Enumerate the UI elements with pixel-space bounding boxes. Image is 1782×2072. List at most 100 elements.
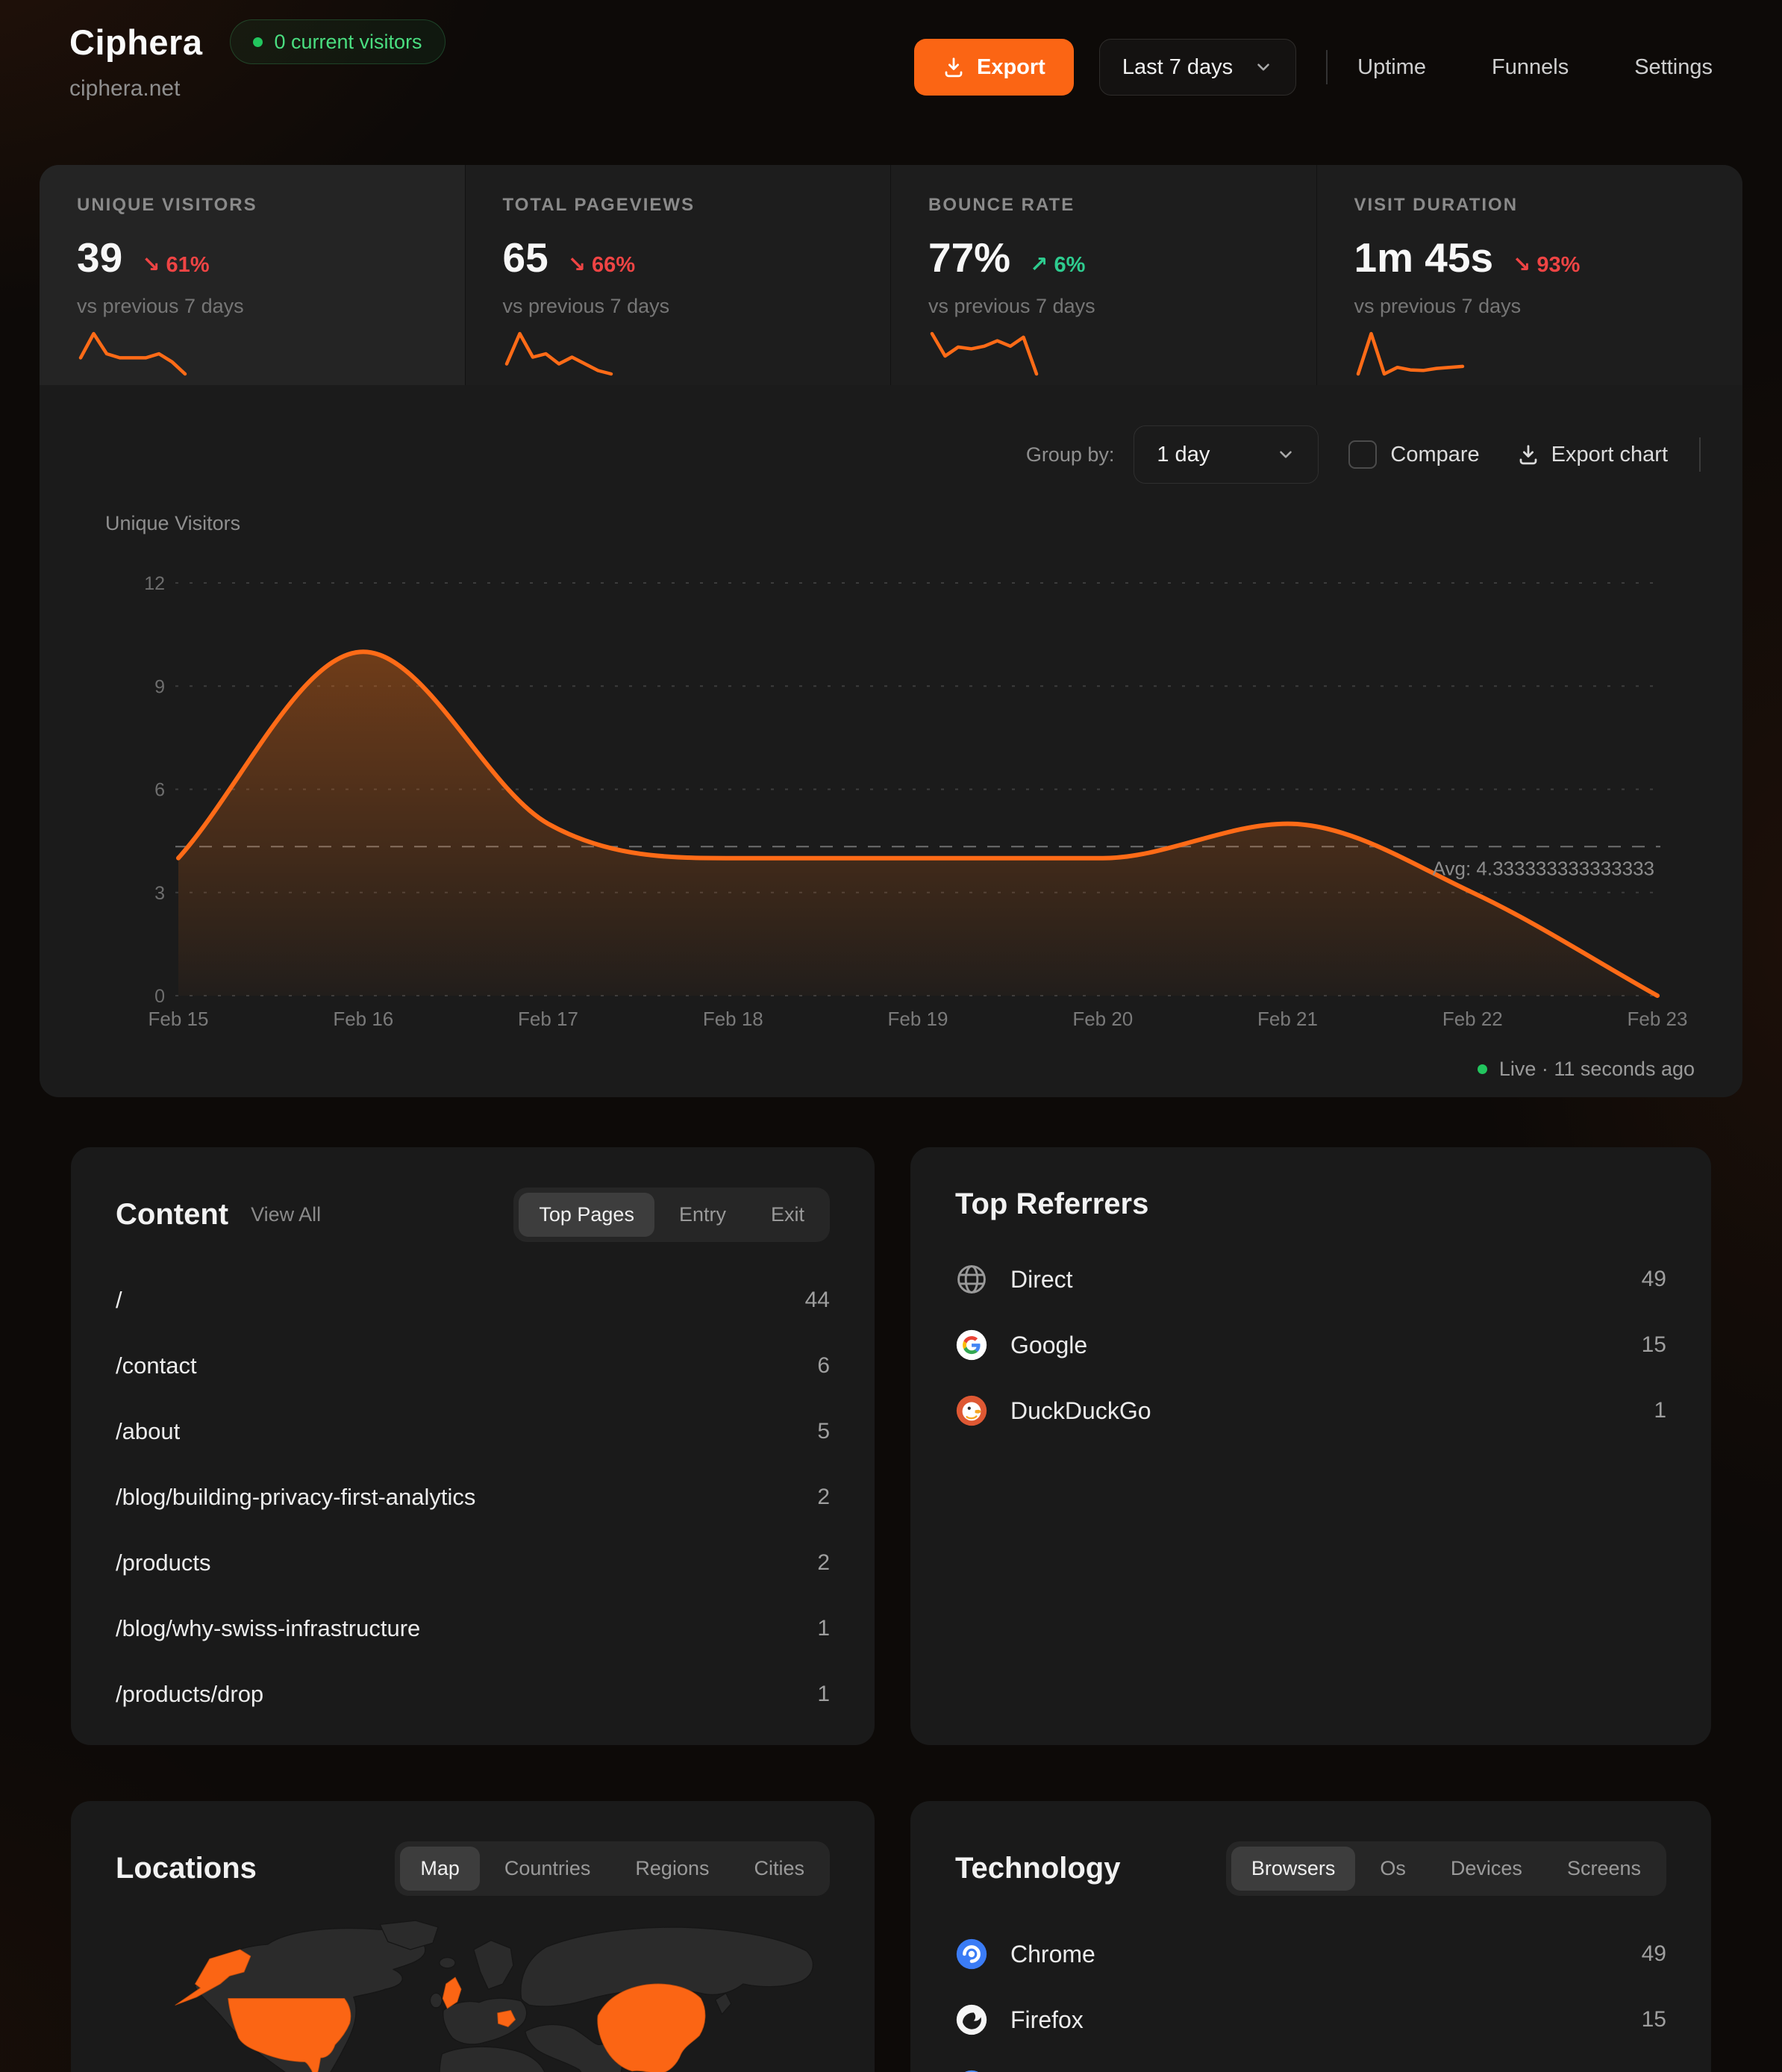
- stat-value: 77%: [928, 234, 1011, 281]
- export-chart-button[interactable]: Export chart: [1513, 442, 1672, 468]
- map-country-united-states-alaska[interactable]: [175, 1949, 251, 2006]
- stat-delta: ↘ 66%: [567, 253, 636, 277]
- nav-uptime[interactable]: Uptime: [1357, 54, 1427, 79]
- stat-value: 1m 45s: [1354, 234, 1494, 281]
- current-visitors-label: 0 current visitors: [274, 30, 422, 53]
- stat-delta: ↘ 93%: [1513, 253, 1581, 277]
- tab-os[interactable]: Os: [1360, 1847, 1426, 1891]
- date-range-select[interactable]: Last 7 days: [1098, 39, 1297, 96]
- chart-series-title: Unique Visitors: [105, 512, 241, 534]
- group-by-label: Group by:: [1025, 443, 1115, 466]
- content-row[interactable]: /about 5: [116, 1399, 830, 1464]
- referrer-row[interactable]: Direct 49: [955, 1246, 1666, 1312]
- view-all-link[interactable]: View All: [251, 1203, 322, 1226]
- map-japan: [714, 1992, 732, 2015]
- referrer-count: 1: [1654, 1398, 1666, 1423]
- tab-browsers[interactable]: Browsers: [1231, 1847, 1356, 1891]
- stat-delta: ↗ 6%: [1030, 253, 1086, 277]
- map-country-romania[interactable]: [497, 2009, 516, 2027]
- content-row[interactable]: /blog/building-privacy-first-analytics 2: [116, 1464, 830, 1530]
- sparkline: [1356, 331, 1464, 376]
- globe-icon: [955, 1263, 988, 1296]
- page-count: 2: [817, 1550, 830, 1575]
- stat-compare-label: vs previous 7 days: [77, 295, 244, 317]
- stat-card-bounce-rate[interactable]: BOUNCE RATE 77% ↗ 6% vs previous 7 days: [891, 165, 1317, 408]
- y-tick-label: 6: [154, 780, 165, 801]
- browser-count: 15: [1641, 2007, 1666, 2032]
- locations-panel: Locations Map Countries Regions Cities: [71, 1801, 875, 2072]
- chart-line: [176, 649, 1660, 998]
- content-row[interactable]: /products/drop 1: [116, 1661, 830, 1727]
- current-visitors-badge[interactable]: 0 current visitors: [229, 19, 446, 64]
- nav-funnels[interactable]: Funnels: [1492, 54, 1569, 79]
- tab-regions[interactable]: Regions: [615, 1847, 729, 1891]
- page-count: 2: [817, 1485, 830, 1509]
- stat-card-unique-visitors[interactable]: UNIQUE VISITORS 39 ↘ 61% vs previous 7 d…: [40, 165, 466, 408]
- chrome-icon: [955, 1938, 988, 1970]
- tab-entry[interactable]: Entry: [659, 1193, 746, 1237]
- compare-checkbox[interactable]: [1348, 440, 1378, 469]
- live-status: Live · 11 seconds ago: [1477, 1058, 1695, 1081]
- world-map[interactable]: [116, 1915, 830, 2072]
- nav-settings[interactable]: Settings: [1634, 54, 1713, 79]
- group-by-select[interactable]: 1 day: [1134, 425, 1319, 484]
- x-tick-label: Feb 18: [703, 1008, 763, 1030]
- export-button[interactable]: Export: [914, 39, 1074, 96]
- unique-visitors-chart[interactable]: 0 3 6 9 12 Avg: 4.333333333333333 Feb 15 Feb 16…: [99, 531, 1711, 1046]
- sparkline: [504, 331, 613, 376]
- referrer-row[interactable]: DuckDuckGo 1: [955, 1378, 1666, 1444]
- tab-cities[interactable]: Cities: [734, 1847, 825, 1891]
- stat-card-visit-duration[interactable]: VISIT DURATION 1m 45s ↘ 93% vs previous …: [1317, 165, 1743, 408]
- trend-down-icon: ↘: [1513, 253, 1531, 277]
- header: Ciphera 0 current visitors ciphera.net E…: [69, 19, 1713, 102]
- referrer-row[interactable]: Google 15: [955, 1312, 1666, 1378]
- technology-row[interactable]: Firefox 15: [955, 1987, 1666, 2053]
- live-dot-icon: [252, 37, 263, 47]
- map-country-china[interactable]: [597, 1983, 706, 2072]
- technology-row-partial[interactable]: [955, 2053, 1666, 2072]
- stat-card-total-pageviews[interactable]: TOTAL PAGEVIEWS 65 ↘ 66% vs previous 7 d…: [466, 165, 891, 408]
- content-row[interactable]: / 44: [116, 1267, 830, 1333]
- trend-down-icon: ↘: [142, 253, 160, 277]
- technology-row[interactable]: Chrome 49: [955, 1921, 1666, 1987]
- export-button-label: Export: [977, 54, 1045, 79]
- page-path: /products/drop: [116, 1681, 264, 1707]
- stat-compare-label: vs previous 7 days: [1354, 295, 1522, 317]
- technology-list: Chrome 49 Firefox 15: [955, 1921, 1666, 2072]
- technology-title: Technology: [955, 1852, 1121, 1885]
- map-country-united-kingdom[interactable]: [442, 1976, 462, 2009]
- content-row[interactable]: /blog/why-swiss-infrastructure 1: [116, 1596, 830, 1661]
- firefox-icon: [955, 2003, 988, 2036]
- chart-controls: Group by: 1 day Compare Export chart: [1026, 425, 1701, 484]
- site-domain: ciphera.net: [69, 76, 181, 101]
- referrer-count: 15: [1641, 1332, 1666, 1357]
- chart-area-fill: [178, 652, 1657, 996]
- download-icon: [1519, 445, 1537, 465]
- content-row[interactable]: /contact 6: [116, 1333, 830, 1399]
- chevron-down-icon: [1280, 451, 1292, 458]
- page-count: 44: [804, 1288, 830, 1312]
- google-icon: [955, 1329, 988, 1361]
- group-by-value: 1 day: [1157, 442, 1210, 466]
- locations-title: Locations: [116, 1852, 257, 1885]
- tab-exit[interactable]: Exit: [751, 1193, 825, 1237]
- map-mideast-india: [525, 2023, 624, 2072]
- compare-label[interactable]: Compare: [1390, 442, 1480, 466]
- brand-logo: Ciphera: [69, 22, 203, 62]
- map-country-united-states[interactable]: [228, 1998, 351, 2072]
- tab-devices[interactable]: Devices: [1431, 1847, 1542, 1891]
- tab-top-pages[interactable]: Top Pages: [519, 1193, 654, 1237]
- y-tick-label: 9: [154, 676, 165, 697]
- page-path: /blog/why-swiss-infrastructure: [116, 1615, 421, 1641]
- page-path: /about: [116, 1418, 181, 1444]
- header-right: Export Last 7 days Uptime Funnels Settin…: [914, 39, 1713, 96]
- live-status-text: Live · 11 seconds ago: [1498, 1058, 1695, 1080]
- tab-screens[interactable]: Screens: [1547, 1847, 1661, 1891]
- content-row[interactable]: /products 2: [116, 1530, 830, 1596]
- tab-map[interactable]: Map: [400, 1847, 480, 1891]
- stat-delta: ↘ 61%: [142, 253, 210, 277]
- page-path: /: [116, 1287, 122, 1313]
- tab-countries[interactable]: Countries: [484, 1847, 611, 1891]
- browser-name: Chrome: [1010, 1940, 1095, 1968]
- referrer-name: Google: [1010, 1331, 1088, 1358]
